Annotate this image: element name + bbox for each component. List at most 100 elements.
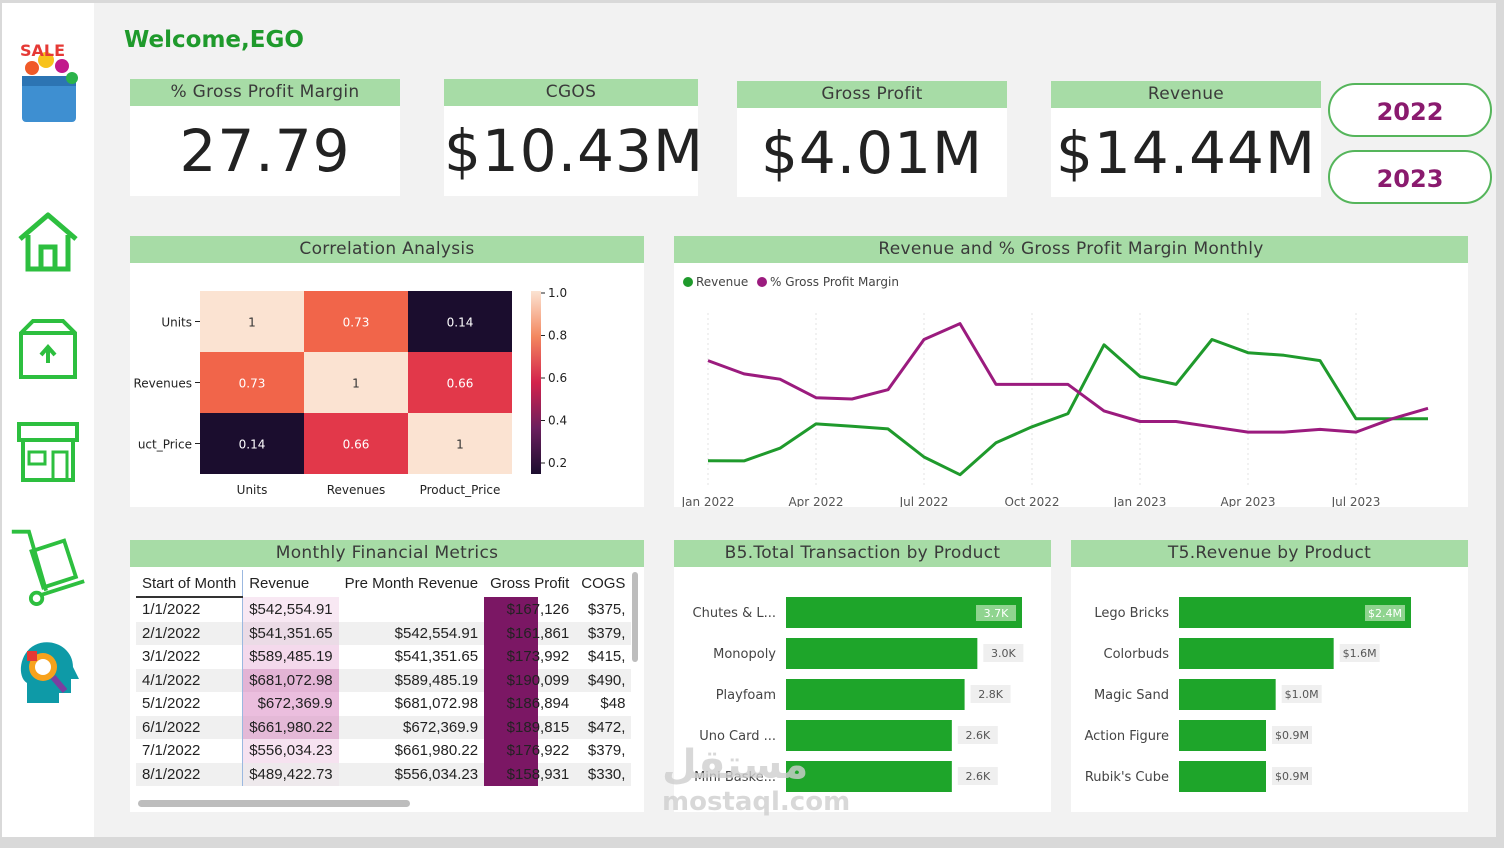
bar-value-label: 3.7K [984, 607, 1009, 620]
table-cell: $48 [600, 695, 626, 713]
monthly-chart-title: Revenue and % Gross Profit Margin Monthl… [674, 236, 1468, 263]
table-column-header[interactable]: Start of Month [136, 570, 244, 598]
table-cell: $672,369.9 [402, 718, 479, 736]
bar[interactable] [786, 679, 965, 710]
heatmap-cell [304, 352, 408, 413]
kpi-gross-profit: Gross Profit $4.01M [737, 81, 1007, 197]
heatmap-cell [304, 291, 408, 352]
table-row[interactable]: 5/1/2022 $672,369.9 $681,072.98 $186,894 $48 [136, 692, 632, 716]
x-tick-label: Apr 2022 [788, 495, 843, 507]
heatmap-cell [408, 291, 512, 352]
table-cell: $190,099 [484, 668, 576, 692]
x-tick-label: Apr 2023 [1220, 495, 1275, 507]
table-cell: 1/1/2022 [136, 597, 244, 622]
x-tick-label: Jan 2022 [681, 495, 735, 507]
heatmap-cell-label: 0.14 [447, 316, 474, 330]
correlation-heatmap: 1 0.73 0.14 0.73 1 0.66 0.14 0.66 1 Units Revenues… [133, 286, 567, 497]
table-cell: $681,072.98 [242, 668, 339, 692]
bar-value-badge [957, 767, 998, 785]
heatmap-cell-label: 1 [456, 438, 464, 452]
kpi-label: CGOS [444, 79, 698, 106]
sale-logo-icon[interactable]: SALE [8, 37, 88, 129]
x-tick-label: Jul 2022 [899, 495, 949, 507]
analytics-icon[interactable] [8, 631, 88, 711]
bar[interactable] [1179, 720, 1266, 751]
heatmap-cell [200, 413, 304, 474]
kpi-label: Gross Profit [737, 81, 1007, 108]
bar-value-badge [1365, 605, 1405, 621]
store-icon[interactable] [8, 411, 88, 491]
bar-category-label: Rubik's Cube [1085, 770, 1169, 785]
bar[interactable] [786, 638, 978, 669]
gross-margin-line [707, 322, 1429, 434]
table-column-header[interactable]: Pre Month Revenue [344, 575, 479, 592]
bar-value-label: $2.4M [1368, 607, 1402, 620]
table-row[interactable]: 6/1/2022 $661,980.22 $672,369.9 $189,815 $47… [136, 715, 632, 739]
x-tick-label: Jul 2023 [1331, 495, 1381, 507]
heatmap-cell-label: 0.66 [343, 438, 370, 452]
bar-category-label: Lego Bricks [1094, 606, 1169, 621]
bar[interactable] [1179, 761, 1266, 792]
table-cell: $490, [587, 671, 626, 689]
table-cell: $158,931 [484, 762, 576, 786]
bar[interactable] [786, 761, 952, 792]
home-icon[interactable] [8, 203, 88, 278]
heatmap-cell-label: 0.66 [447, 377, 474, 391]
table-row[interactable]: 3/1/2022 $589,485.19 $541,351.65 $173,992 $4… [136, 645, 632, 669]
correlation-title: Correlation Analysis [130, 236, 644, 263]
table-column-header[interactable]: Gross Profit [490, 575, 570, 592]
table-cell: $661,980.22 [242, 715, 339, 739]
table-cell: 6/1/2022 [136, 715, 244, 739]
metrics-table-viewport[interactable]: Start of Month Revenue Pre Month Revenue Gr… [136, 570, 636, 806]
table-cell: $415, [587, 648, 626, 666]
table-cell: 8/1/2022 [136, 762, 244, 786]
colorbar-label: 0.4 [548, 414, 567, 428]
bar-category-label: Action Figure [1084, 729, 1169, 744]
watermark-latin: mostaql.com [662, 787, 851, 817]
bar-value-label: 3.0K [991, 647, 1016, 660]
table-cell: $330, [587, 765, 626, 783]
heatmap-cell [304, 413, 408, 474]
table-cell: $472, [587, 718, 626, 736]
table-row[interactable]: 4/1/2022 $681,072.98 $589,485.19 $190,099 $4… [136, 668, 632, 692]
kpi-revenue: Revenue $14.44M [1051, 81, 1321, 197]
table-row[interactable]: 2/1/2022 $541,351.65 $542,554.91 $161,861 $3… [136, 621, 632, 645]
bar-category-label: Mini Baske... [694, 770, 776, 785]
metrics-table: Start of Month Revenue Pre Month Revenue Gr… [136, 570, 632, 786]
table-cell: $556,034.23 [242, 739, 339, 763]
vertical-scrollbar[interactable] [632, 572, 638, 662]
x-tick-label: Jan 2023 [1113, 495, 1167, 507]
bar[interactable] [1179, 679, 1276, 710]
bar-value-badge [1272, 726, 1312, 744]
revenue-bar-chart: Lego Bricks $2.4M Colorbuds $1.6M Magic Sand… [1084, 597, 1411, 792]
bar-value-badge [970, 685, 1011, 703]
table-cell: $556,034.23 [394, 765, 479, 783]
table-cell: $589,485.19 [242, 645, 339, 669]
table-cell: $542,554.91 [394, 624, 479, 642]
bar-value-badge [983, 644, 1024, 662]
bar-value-label: 2.6K [965, 729, 990, 742]
table-cell: $489,422.73 [242, 762, 339, 786]
box-icon[interactable] [8, 311, 88, 389]
watermark: مستقل mostaql.com [662, 743, 850, 817]
bar[interactable] [1179, 638, 1334, 669]
horizontal-scrollbar[interactable] [138, 800, 410, 807]
table-column-header[interactable]: COGS [581, 575, 626, 592]
heatmap-row-label: Units [161, 316, 192, 330]
bar-value-label: $1.6M [1343, 647, 1377, 660]
table-row[interactable]: 8/1/2022 $489,422.73 $556,034.23 $158,931 $3… [136, 762, 632, 786]
year-2022-button[interactable]: 2022 [1328, 83, 1492, 137]
bar[interactable] [786, 720, 952, 751]
table-cell: $379, [587, 742, 626, 760]
table-row[interactable]: 7/1/2022 $556,034.23 $661,980.22 $176,922 $3… [136, 739, 632, 763]
cart-icon[interactable] [8, 515, 88, 615]
table-row[interactable]: 1/1/2022 $542,554.91 $167,126 $375, [136, 597, 632, 622]
legend-margin-label: % Gross Profit Margin [770, 275, 899, 289]
year-2023-button[interactable]: 2023 [1328, 150, 1492, 204]
table-cell: 4/1/2022 [136, 668, 244, 692]
colorbar [531, 291, 541, 474]
table-column-header[interactable]: Revenue [249, 575, 310, 592]
bar-value-label: $0.9M [1275, 770, 1309, 783]
table-cell: $161,861 [484, 621, 576, 645]
correlation-panel: Correlation Analysis 1 0.73 0.14 0.73 1 0.66 0… [130, 236, 644, 507]
